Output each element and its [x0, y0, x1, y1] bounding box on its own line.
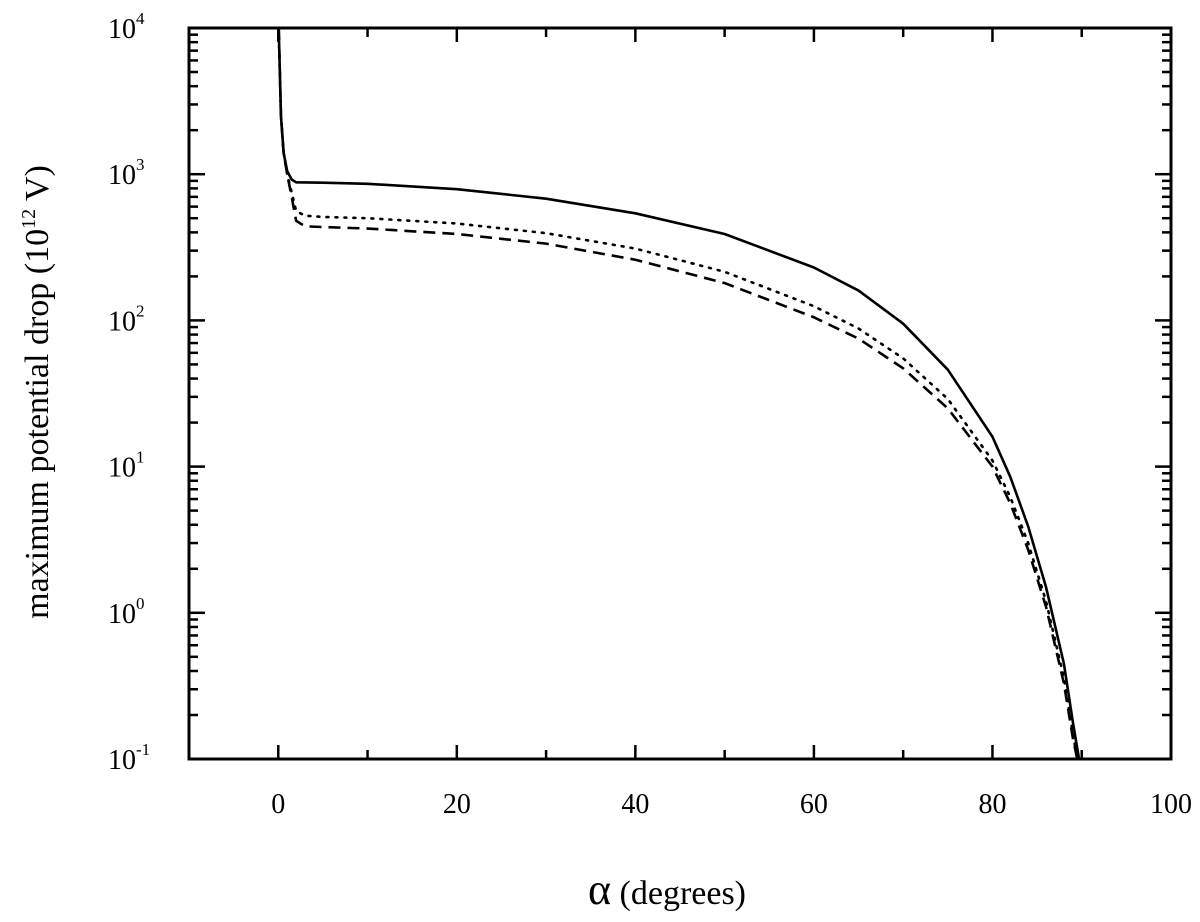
series-line-solid	[277, 28, 1081, 759]
x-tick-label: 60	[800, 789, 828, 820]
y-tick-label: 102	[108, 301, 145, 337]
y-tick-label: 103	[108, 155, 145, 191]
series-layer	[277, 28, 1081, 759]
x-axis-title: α (degrees)	[588, 865, 746, 914]
x-tick-labels: 0 20 40 60 80 100	[271, 789, 1192, 820]
x-tick-label: 0	[271, 789, 285, 820]
y-axis-title: maximum potential drop (1012 V)	[18, 165, 56, 619]
x-tick-label: 100	[1150, 789, 1192, 820]
y-tick-label: 101	[108, 448, 145, 484]
y-tick-label: 10-1	[108, 740, 150, 776]
plot-frame	[187, 26, 1173, 761]
y-tick-label: 104	[108, 9, 145, 45]
y-tick-labels: 10-1 100 101 102 103 104	[108, 9, 150, 776]
y-tick-label: 100	[108, 594, 145, 630]
x-tick-label: 80	[978, 789, 1006, 820]
x-tick-label: 40	[621, 789, 649, 820]
x-tick-label: 20	[443, 789, 471, 820]
